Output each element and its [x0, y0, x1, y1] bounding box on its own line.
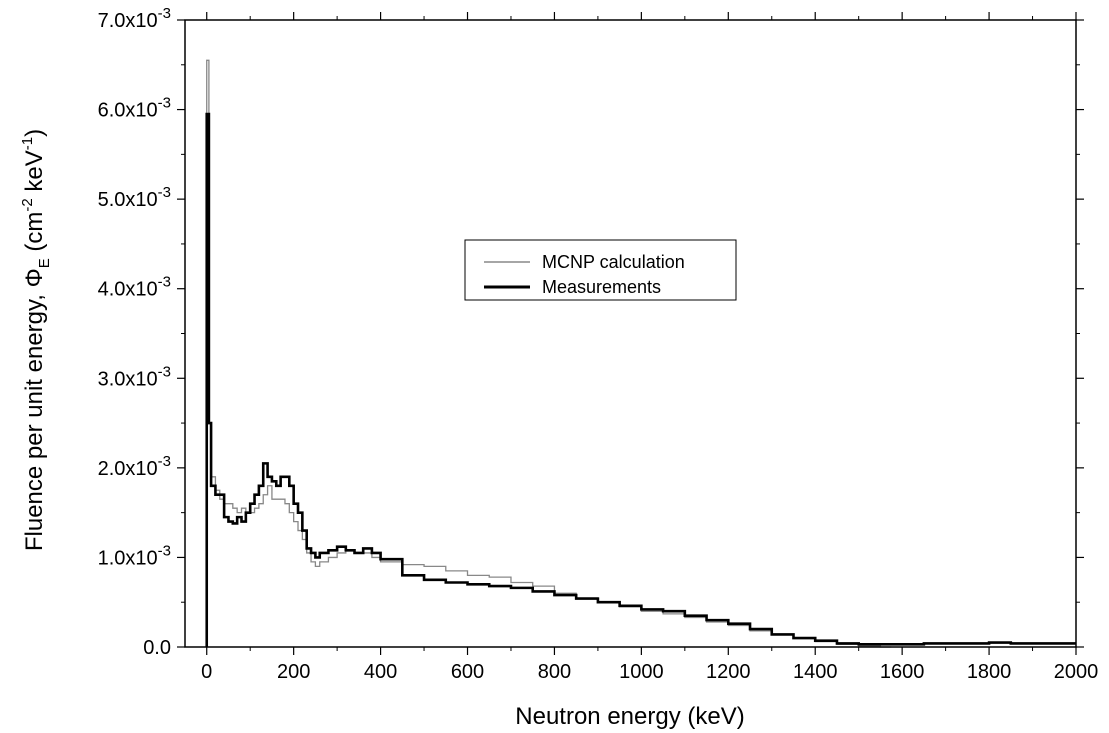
y-axis-title: Fluence per unit energy, ΦE (cm-2 keV-1) — [19, 129, 53, 551]
legend: MCNP calculation Measurements — [464, 239, 737, 301]
y-tick-label: 1.0x10-3 — [98, 542, 171, 569]
plot-series — [205, 59, 1076, 648]
series-line-mcnp — [206, 59, 892, 648]
x-tick-label: 1800 — [967, 661, 1012, 683]
y-tick-label: 6.0x10-3 — [98, 95, 171, 122]
legend-label-measurements: Measurements — [542, 277, 661, 297]
y-tick-label: 0.0 — [143, 637, 171, 659]
y-tick-label: 5.0x10-3 — [98, 184, 171, 211]
x-tick-label: 0 — [201, 661, 212, 683]
plot-frame — [184, 19, 1077, 648]
y-tick-label: 7.0x10-3 — [98, 5, 171, 32]
x-tick-label: 1600 — [880, 661, 925, 683]
series-line-measurements — [205, 112, 1076, 647]
legend-box — [464, 239, 737, 301]
y-axis-ticks: 0.0 1.0x10-3 2.0x10-3 3.0x10-3 4.0x10-3 5.0x1… — [98, 5, 1084, 659]
y-tick-label: 4.0x10-3 — [98, 274, 171, 301]
legend-label-mcnp: MCNP calculation — [542, 252, 685, 272]
x-tick-label: 600 — [451, 661, 484, 683]
x-tick-label: 1000 — [619, 661, 664, 683]
x-tick-label: 1200 — [706, 661, 751, 683]
y-tick-label: 3.0x10-3 — [98, 363, 171, 390]
y-tick-label: 2.0x10-3 — [98, 453, 171, 480]
x-axis-ticks: 0 200 400 600 800 1000 1200 1400 1600 1800 2000 — [201, 12, 1098, 683]
x-tick-label: 800 — [538, 661, 571, 683]
x-tick-label: 400 — [364, 661, 397, 683]
x-tick-label: 2000 — [1054, 661, 1099, 683]
x-tick-label: 200 — [277, 661, 310, 683]
x-axis-title: Neutron energy (keV) — [515, 703, 744, 730]
x-tick-label: 1400 — [793, 661, 838, 683]
